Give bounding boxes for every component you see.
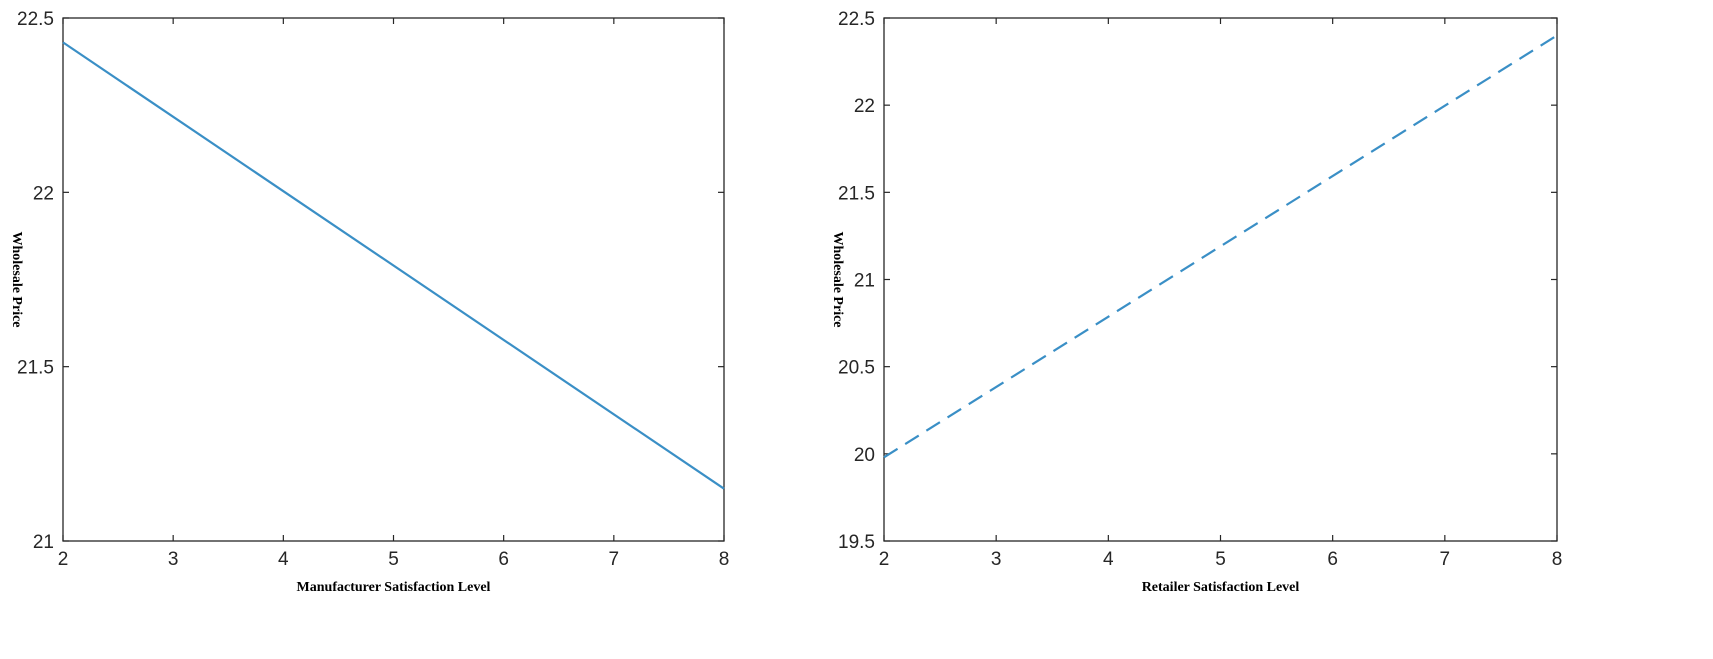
plot-frame	[63, 18, 724, 541]
y-tick-label: 21	[33, 532, 54, 553]
x-tick-label: 3	[168, 549, 179, 570]
y-tick-label: 22.5	[838, 9, 875, 30]
y-tick-label: 20.5	[838, 358, 875, 379]
y-tick-label: 19.5	[838, 532, 875, 553]
x-tick-label: 4	[278, 549, 289, 570]
x-tick-label: 6	[498, 549, 509, 570]
y-tick-label: 22	[854, 96, 875, 117]
x-tick-label: 7	[609, 549, 620, 570]
y-tick-label: 21	[854, 271, 875, 292]
x-tick-label: 2	[879, 549, 890, 570]
x-tick-label: 6	[1327, 549, 1338, 570]
x-tick-label: 3	[991, 549, 1002, 570]
x-tick-label: 2	[58, 549, 69, 570]
x-axis-label: Manufacturer Satisfaction Level	[297, 580, 491, 595]
x-tick-label: 5	[1215, 549, 1226, 570]
y-tick-label: 20	[854, 445, 875, 466]
chart-1: 2 3 4 5 6 7 8 21 21.5 22 22.5 Manufacturer Satisfac…	[9, 9, 729, 595]
y-axis-label: Wholesale Price	[9, 231, 24, 327]
x-tick-label: 8	[1552, 549, 1563, 570]
x-tick-label: 8	[719, 549, 730, 570]
y-axis-label: Wholesale Price	[830, 231, 845, 327]
chart-2: 2 3 4 5 6 7 8 19.5 20 20.5 21 21.5 22 22.5 Retailer Sa…	[830, 9, 1562, 595]
series-line-1	[884, 35, 1557, 457]
y-tick-label: 21.5	[17, 358, 54, 379]
series-line-1	[63, 42, 724, 488]
y-tick-label: 22.5	[17, 9, 54, 30]
x-tick-label: 4	[1103, 549, 1114, 570]
plot-frame	[884, 18, 1557, 541]
y-tick-label: 22	[33, 183, 54, 204]
x-axis-label: Retailer Satisfaction Level	[1142, 580, 1300, 595]
y-tick-label: 21.5	[838, 183, 875, 204]
x-tick-label: 7	[1440, 549, 1451, 570]
x-tick-label: 5	[388, 549, 399, 570]
